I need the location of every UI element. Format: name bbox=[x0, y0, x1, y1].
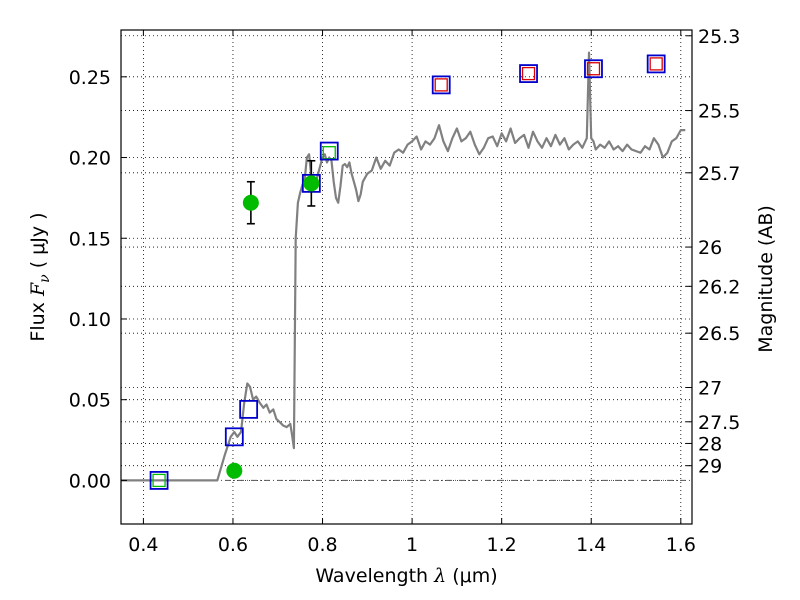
mag-tick-label: 26.2 bbox=[698, 276, 740, 298]
x-tick-label: 0.6 bbox=[218, 534, 248, 556]
mag-tick-label: 27.5 bbox=[698, 412, 740, 434]
x-tick-label: 1.4 bbox=[576, 534, 606, 556]
model-box bbox=[239, 399, 259, 419]
y-tick-label: 0.20 bbox=[69, 148, 111, 170]
y-tick-label: 0.15 bbox=[69, 228, 111, 250]
model-box bbox=[319, 141, 339, 161]
x-tick-label: 1.6 bbox=[666, 534, 696, 556]
observed-point bbox=[434, 78, 448, 92]
model-box bbox=[431, 75, 451, 95]
mag-tick-label: 28 bbox=[698, 433, 722, 455]
model-box bbox=[519, 64, 538, 83]
tick-layer: 0.4 0.6 0.8 1 1.2 1.4 1.6 0.00 0.05 0.10 0.15 0.20 0… bbox=[69, 26, 741, 556]
detection-point bbox=[303, 175, 320, 192]
x-axis-label: Wavelength λ (μm) bbox=[315, 565, 497, 587]
mag-tick-label: 27 bbox=[698, 378, 722, 400]
x-tick-label: 1.2 bbox=[487, 534, 517, 556]
model-box bbox=[224, 427, 244, 447]
plot-frame bbox=[120, 29, 693, 525]
mag-tick-label: 26.5 bbox=[698, 323, 740, 345]
x-tick-label: 1 bbox=[406, 534, 418, 556]
y-tick-label: 0.00 bbox=[69, 470, 111, 492]
observed-point bbox=[152, 473, 166, 488]
observed-point bbox=[586, 62, 601, 76]
detection-point bbox=[242, 194, 259, 211]
mag-tick-label: 25.3 bbox=[698, 26, 740, 48]
observed-point bbox=[649, 57, 663, 71]
mag-tick-label: 25.5 bbox=[698, 101, 740, 123]
marker-layer bbox=[149, 54, 666, 490]
x-tick-label: 0.4 bbox=[128, 534, 158, 556]
mag-tick-label: 25.7 bbox=[698, 163, 740, 185]
spectrum-layer bbox=[121, 51, 686, 482]
spectrum-line bbox=[121, 51, 686, 482]
model-box bbox=[149, 471, 169, 490]
model-box bbox=[584, 59, 603, 79]
y-tick-label: 0.25 bbox=[69, 67, 111, 89]
y-axis-label: Flux Fν ( μJy ) bbox=[27, 212, 53, 341]
model-box bbox=[646, 54, 666, 74]
mag-tick-label: 26 bbox=[698, 237, 722, 259]
y-tick-label: 0.05 bbox=[69, 390, 111, 412]
detection-point bbox=[226, 462, 243, 479]
observed-point bbox=[521, 66, 536, 81]
y-tick-label: 0.10 bbox=[69, 309, 111, 331]
x-tick-label: 0.8 bbox=[307, 534, 337, 556]
right-axis-label: Magnitude (AB) bbox=[755, 205, 777, 353]
mag-tick-label: 29 bbox=[698, 456, 722, 478]
